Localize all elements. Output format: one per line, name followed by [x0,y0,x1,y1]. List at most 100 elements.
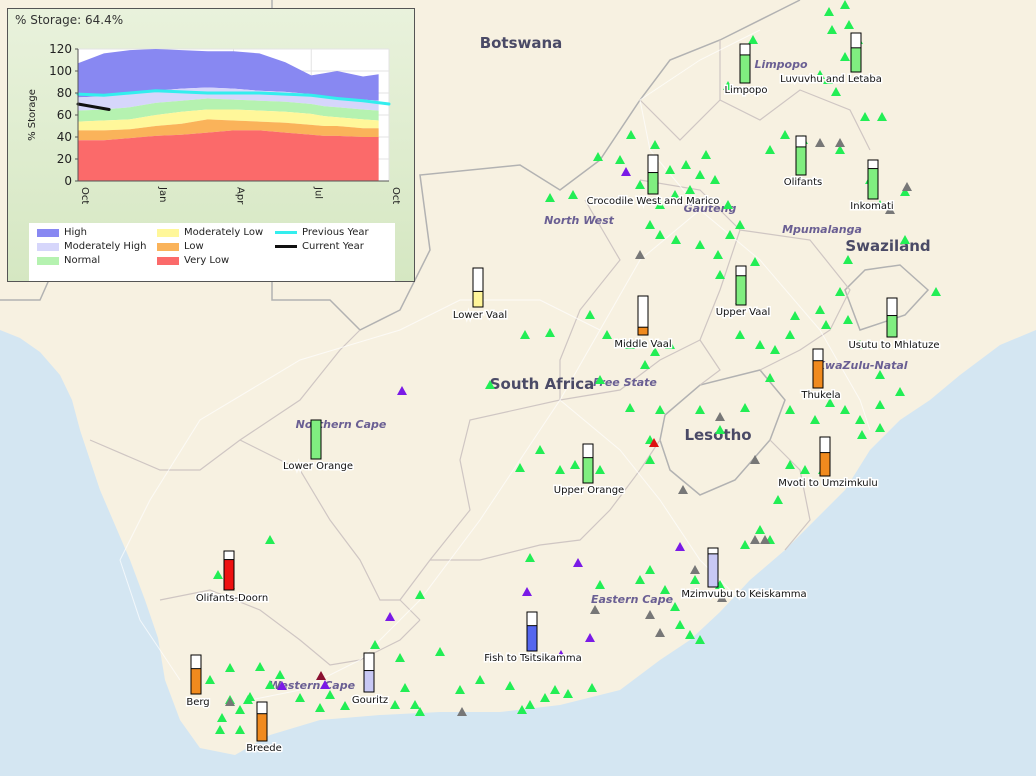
station-marker-normal[interactable] [800,465,810,474]
station-marker-high[interactable] [621,167,631,176]
station-marker-normal[interactable] [235,705,245,714]
station-marker-normal[interactable] [740,403,750,412]
station-marker-normal[interactable] [843,315,853,324]
station-marker-normal[interactable] [265,680,275,689]
wma-fish-to-tsitsikamma[interactable]: Fish to Tsitsikamma [483,611,583,666]
station-marker-normal[interactable] [710,175,720,184]
station-marker-normal[interactable] [525,700,535,709]
station-marker-normal[interactable] [213,570,223,579]
station-marker-normal[interactable] [855,200,865,209]
station-marker-normal[interactable] [695,240,705,249]
station-marker-normal[interactable] [750,257,760,266]
station-marker-normal[interactable] [671,235,681,244]
station-marker-normal[interactable] [840,52,850,61]
station-marker-normal[interactable] [635,180,645,189]
station-marker-normal[interactable] [723,81,733,90]
station-marker-normal[interactable] [723,200,733,209]
station-marker-no-data[interactable] [457,707,467,716]
station-marker-normal[interactable] [855,415,865,424]
wma-mvoti-to-umzimkulu[interactable]: Mvoti to Umzimkulu [777,436,879,491]
station-marker-no-data[interactable] [690,565,700,574]
station-marker-normal[interactable] [835,287,845,296]
station-marker-normal[interactable] [780,130,790,139]
station-marker-normal[interactable] [275,670,285,679]
station-marker-normal[interactable] [755,340,765,349]
station-marker-normal[interactable] [655,200,665,209]
station-marker-no-data[interactable] [678,485,688,494]
wma-lower-vaal[interactable]: Lower Vaal [451,267,509,323]
station-marker-high[interactable] [556,650,566,659]
station-marker-normal[interactable] [785,405,795,414]
station-marker-normal[interactable] [840,0,850,9]
station-marker-normal[interactable] [875,423,885,432]
station-marker-high[interactable] [675,542,685,551]
station-marker-normal[interactable] [517,705,527,714]
station-marker-normal[interactable] [765,145,775,154]
station-marker-normal[interactable] [215,725,225,734]
station-marker-normal[interactable] [535,445,545,454]
station-marker-no-data[interactable] [760,535,770,544]
station-marker-normal[interactable] [415,590,425,599]
wma-inkomati[interactable]: Inkomati [849,159,895,214]
station-marker-normal[interactable] [670,190,680,199]
station-marker-no-data[interactable] [815,138,825,147]
station-marker-normal[interactable] [235,725,245,734]
station-marker-no-data[interactable] [750,455,760,464]
station-marker-normal[interactable] [615,155,625,164]
station-marker-normal[interactable] [900,187,910,196]
wma-thukela[interactable]: Thukela [799,348,842,403]
station-marker-normal[interactable] [545,193,555,202]
station-marker-normal[interactable] [645,565,655,574]
station-marker-normal[interactable] [748,35,758,44]
station-marker-normal[interactable] [773,495,783,504]
station-marker-normal[interactable] [475,675,485,684]
station-marker-normal[interactable] [840,405,850,414]
station-marker-normal[interactable] [695,170,705,179]
station-marker-normal[interactable] [395,653,405,662]
station-marker-normal[interactable] [625,403,635,412]
station-marker-normal[interactable] [645,220,655,229]
station-marker-normal[interactable] [635,575,645,584]
station-marker-no-data[interactable] [635,250,645,259]
station-marker-normal[interactable] [735,330,745,339]
station-marker-normal[interactable] [650,140,660,149]
station-marker-normal[interactable] [555,465,565,474]
station-marker-normal[interactable] [785,460,795,469]
station-marker-normal[interactable] [715,270,725,279]
station-marker-normal[interactable] [455,685,465,694]
station-marker-normal[interactable] [217,713,227,722]
station-marker-normal[interactable] [825,398,835,407]
station-marker-normal[interactable] [515,463,525,472]
station-marker-normal[interactable] [595,375,605,384]
station-marker-normal[interactable] [435,647,445,656]
station-marker-normal[interactable] [568,190,578,199]
station-marker-no-data[interactable] [750,535,760,544]
station-marker-normal[interactable] [685,630,695,639]
wma-crocodile-west-and-marico[interactable]: Crocodile West and Marico [585,154,721,209]
station-marker-normal[interactable] [823,75,833,84]
station-marker-normal[interactable] [685,185,695,194]
station-marker-normal[interactable] [690,575,700,584]
station-marker-normal[interactable] [675,620,685,629]
station-marker-normal[interactable] [265,535,275,544]
station-marker-normal[interactable] [860,112,870,121]
station-marker-normal[interactable] [790,311,800,320]
station-marker-normal[interactable] [857,430,867,439]
station-marker-normal[interactable] [755,525,765,534]
station-marker-high[interactable] [522,587,532,596]
wma-gouritz[interactable]: Gouritz [350,652,390,708]
wma-lower-orange[interactable]: Lower Orange [281,419,355,474]
wma-upper-vaal[interactable]: Upper Vaal [714,265,772,320]
station-marker-normal[interactable] [315,703,325,712]
station-marker-normal[interactable] [410,700,420,709]
wma-luvuvhu-and-letaba[interactable]: Luvuvhu and Letaba [779,32,883,87]
station-marker-no-data[interactable] [655,628,665,637]
station-marker-normal[interactable] [695,405,705,414]
station-marker-normal[interactable] [570,460,580,469]
station-marker-no-data[interactable] [225,697,235,706]
station-marker-normal[interactable] [875,400,885,409]
station-marker-normal[interactable] [765,373,775,382]
station-marker-normal[interactable] [655,230,665,239]
station-marker-high[interactable] [573,558,583,567]
